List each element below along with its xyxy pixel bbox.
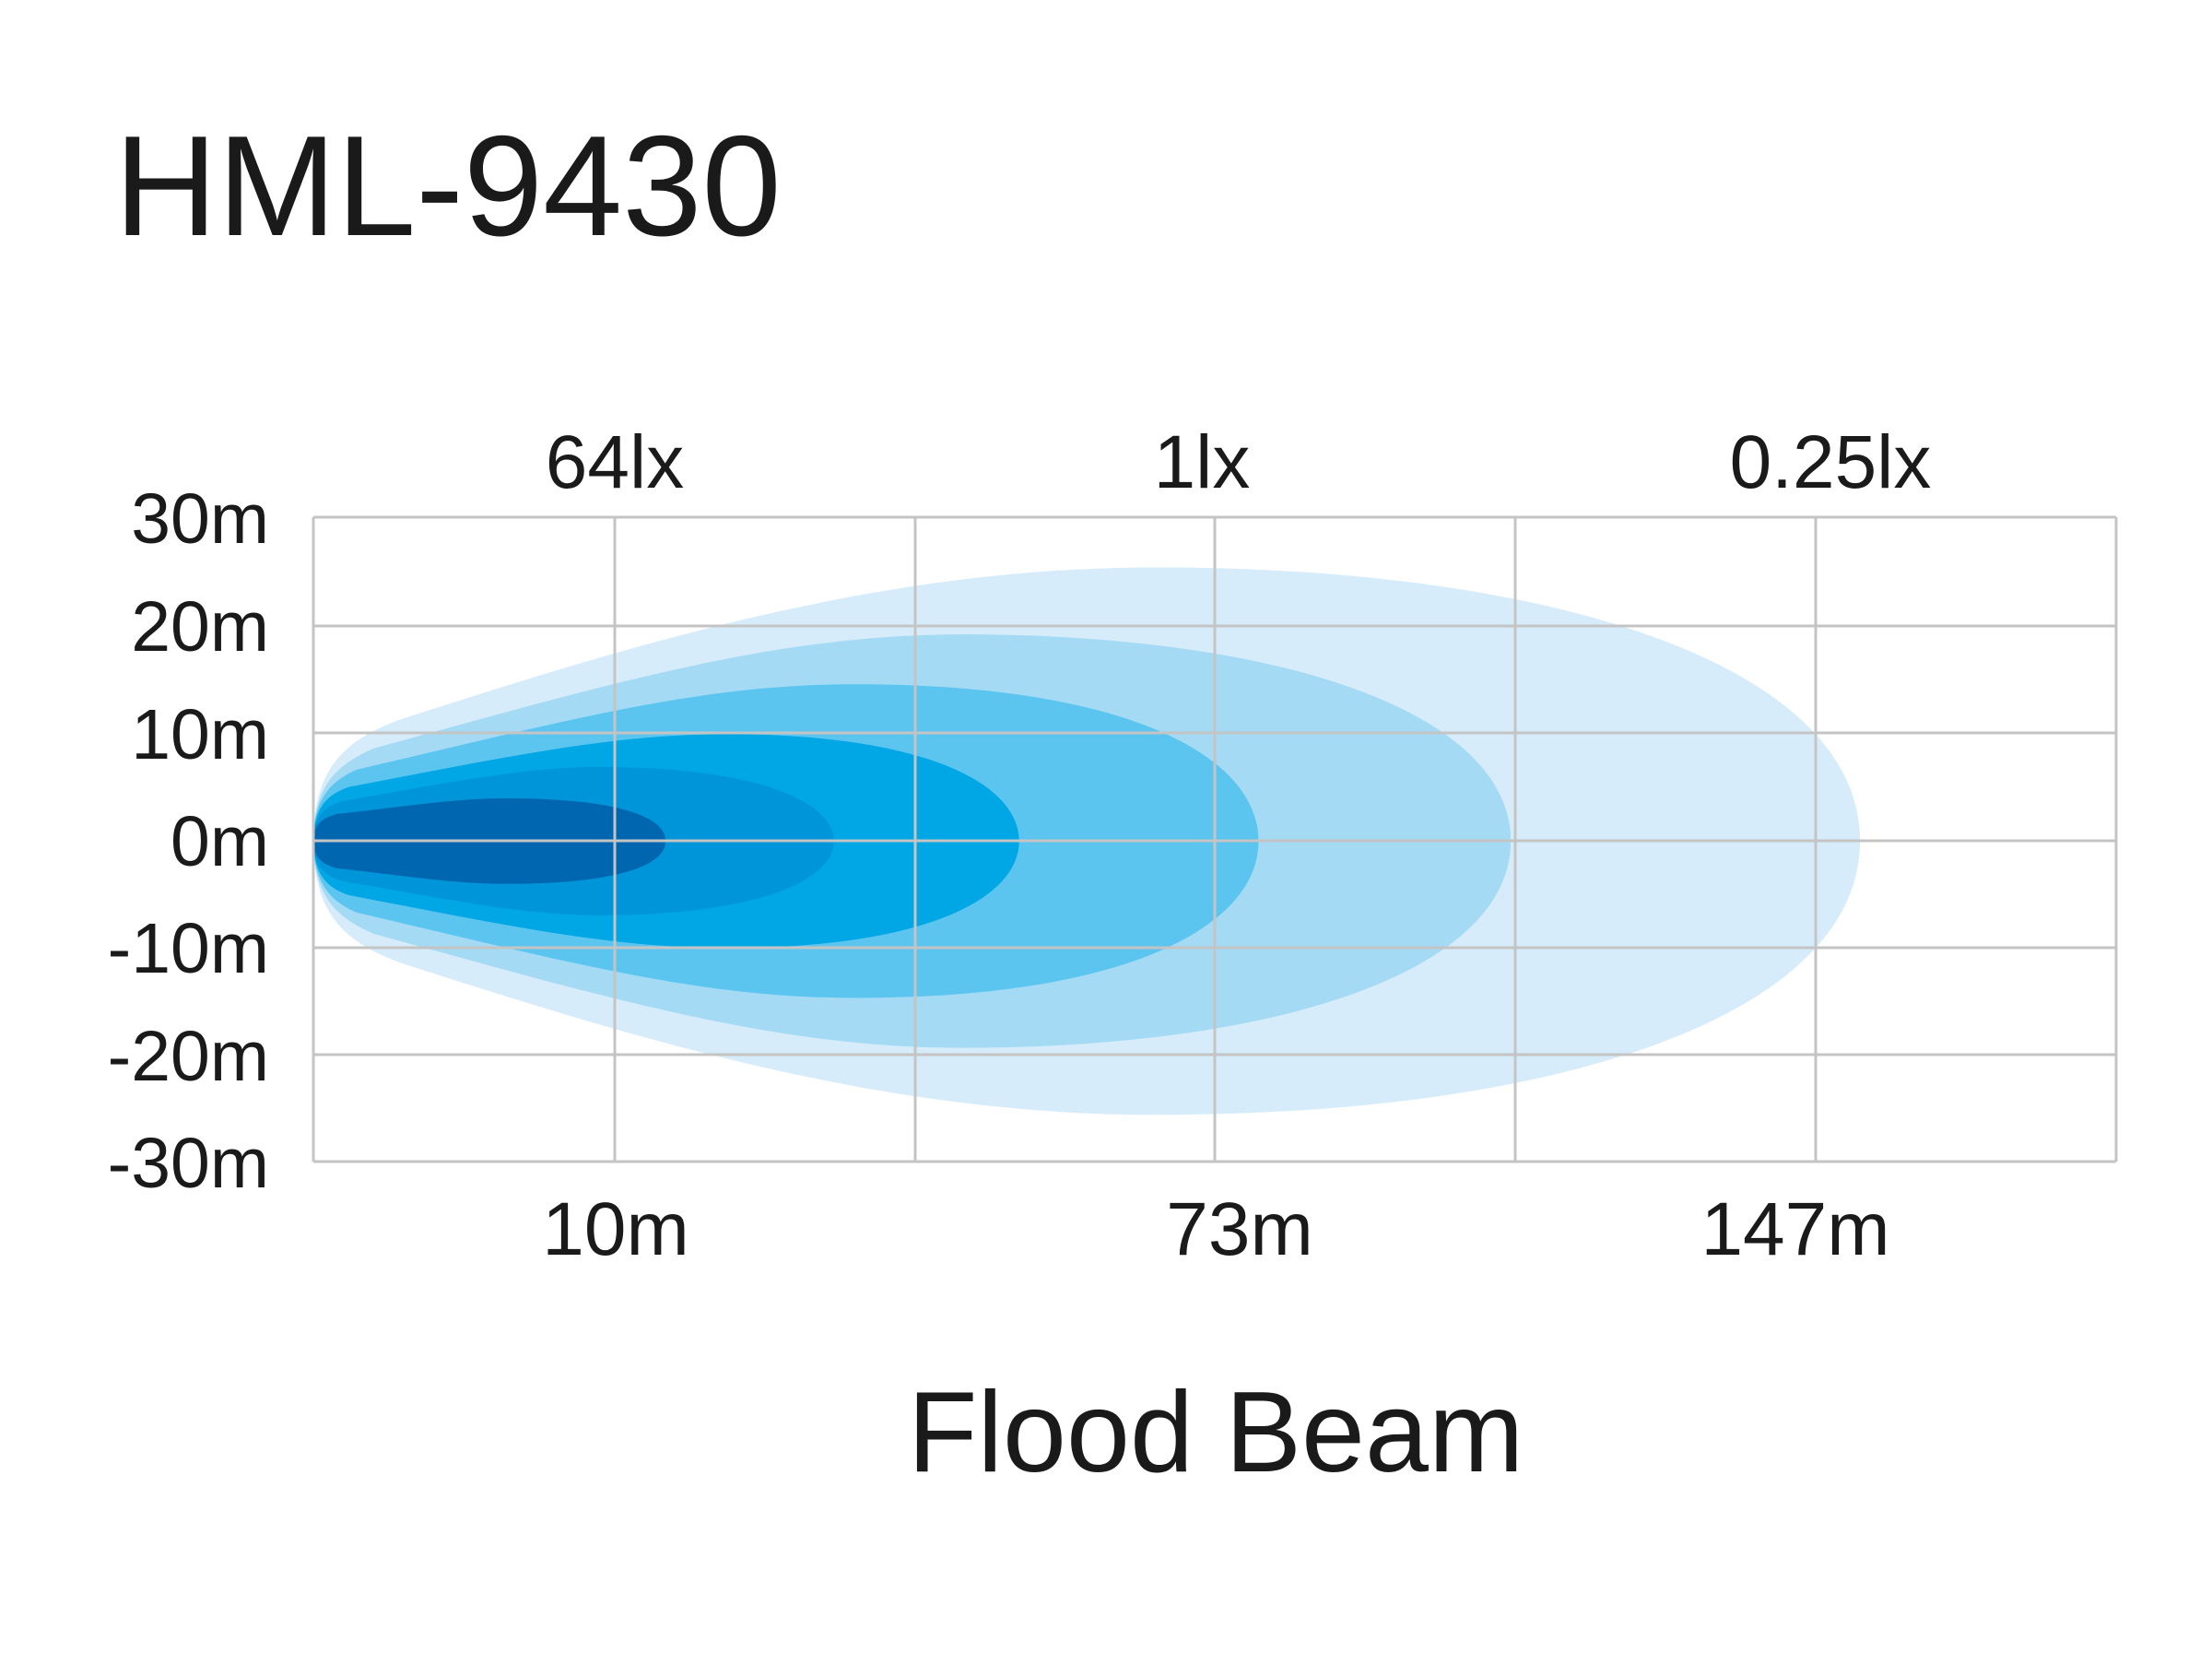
y-label: 20m: [131, 587, 269, 667]
y-label: 0m: [171, 802, 269, 881]
y-label: 30m: [131, 479, 269, 559]
y-labels: 30m 20m 10m 0m -10m -20m -30m: [108, 479, 269, 1203]
lux-label: 64lx: [546, 420, 684, 504]
title: HML-9430: [114, 106, 782, 266]
distance-label: 73m: [1166, 1187, 1313, 1271]
distance-label: 10m: [542, 1187, 689, 1271]
y-label: -30m: [108, 1124, 269, 1203]
lux-label: 1lx: [1154, 420, 1251, 504]
lux-labels: 64lx 1lx 0.25lx: [546, 420, 1932, 504]
grid: [312, 515, 2118, 1163]
distance-labels: 10m 73m 147m: [542, 1187, 1889, 1271]
distance-label: 147m: [1700, 1187, 1889, 1271]
y-label: 10m: [131, 695, 269, 774]
y-label: -10m: [108, 909, 269, 988]
lux-label: 0.25lx: [1730, 420, 1932, 504]
caption: Flood Beam: [908, 1369, 1524, 1496]
y-label: -20m: [108, 1017, 269, 1096]
